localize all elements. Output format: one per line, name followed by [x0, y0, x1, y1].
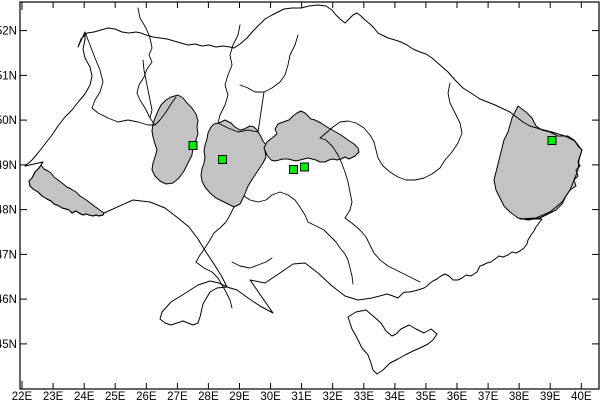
svg-text:51N: 51N — [0, 70, 17, 82]
svg-text:26E: 26E — [136, 391, 157, 400]
svg-text:24E: 24E — [74, 391, 95, 400]
svg-text:32E: 32E — [322, 391, 343, 400]
svg-text:29E: 29E — [229, 391, 250, 400]
svg-text:25E: 25E — [105, 391, 126, 400]
svg-text:31E: 31E — [291, 391, 312, 400]
svg-text:52N: 52N — [0, 26, 17, 38]
svg-text:22E: 22E — [12, 391, 33, 400]
svg-text:38E: 38E — [509, 391, 530, 400]
svg-text:30E: 30E — [260, 391, 281, 400]
svg-text:47N: 47N — [0, 249, 17, 261]
svg-text:35E: 35E — [416, 391, 437, 400]
svg-text:48N: 48N — [0, 205, 17, 217]
svg-text:27E: 27E — [167, 391, 188, 400]
svg-text:23E: 23E — [43, 391, 64, 400]
svg-text:45N: 45N — [0, 339, 17, 351]
svg-text:28E: 28E — [198, 391, 219, 400]
svg-text:33E: 33E — [354, 391, 375, 400]
svg-text:50N: 50N — [0, 115, 17, 127]
svg-text:40E: 40E — [571, 391, 592, 400]
svg-text:46N: 46N — [0, 294, 17, 306]
svg-text:34E: 34E — [385, 391, 406, 400]
svg-text:39E: 39E — [540, 391, 561, 400]
svg-text:49N: 49N — [0, 160, 17, 172]
svg-text:36E: 36E — [447, 391, 468, 400]
svg-text:37E: 37E — [478, 391, 499, 400]
